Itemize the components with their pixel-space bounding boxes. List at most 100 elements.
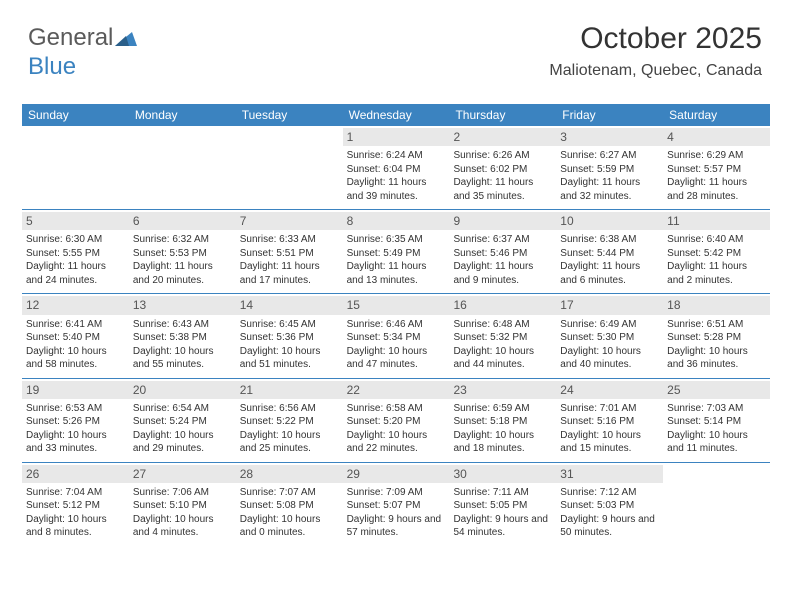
day-cell: 25Sunrise: 7:03 AMSunset: 5:14 PMDayligh… — [663, 379, 770, 462]
sunset-text: Sunset: 5:36 PM — [240, 331, 339, 345]
sunset-text: Sunset: 5:07 PM — [347, 499, 446, 513]
sunrise-text: Sunrise: 7:06 AM — [133, 486, 232, 500]
sunrise-text: Sunrise: 7:07 AM — [240, 486, 339, 500]
sunrise-text: Sunrise: 6:24 AM — [347, 149, 446, 163]
daylight-text: Daylight: 10 hours and 4 minutes. — [133, 513, 232, 540]
sunrise-text: Sunrise: 6:54 AM — [133, 402, 232, 416]
sunrise-text: Sunrise: 7:01 AM — [560, 402, 659, 416]
daylight-text: Daylight: 11 hours and 39 minutes. — [347, 176, 446, 203]
sunrise-text: Sunrise: 6:29 AM — [667, 149, 766, 163]
day-cell: 30Sunrise: 7:11 AMSunset: 5:05 PMDayligh… — [449, 463, 556, 546]
day-number: 22 — [343, 381, 450, 399]
daylight-text: Daylight: 10 hours and 33 minutes. — [26, 429, 125, 456]
day-cell: 19Sunrise: 6:53 AMSunset: 5:26 PMDayligh… — [22, 379, 129, 462]
sunset-text: Sunset: 5:03 PM — [560, 499, 659, 513]
sunrise-text: Sunrise: 6:58 AM — [347, 402, 446, 416]
day-number: 27 — [129, 465, 236, 483]
daylight-text: Daylight: 9 hours and 54 minutes. — [453, 513, 552, 540]
sunrise-text: Sunrise: 7:09 AM — [347, 486, 446, 500]
sunrise-text: Sunrise: 6:27 AM — [560, 149, 659, 163]
day-number: 15 — [343, 296, 450, 314]
sunrise-text: Sunrise: 6:59 AM — [453, 402, 552, 416]
sunset-text: Sunset: 5:55 PM — [26, 247, 125, 261]
day-cell: 10 Sunrise: 6:38 AMSunset: 5:44 PMDayligh… — [556, 210, 663, 293]
daylight-text: Daylight: 10 hours and 0 minutes. — [240, 513, 339, 540]
daylight-text: Daylight: 10 hours and 40 minutes. — [560, 345, 659, 372]
sunset-text: Sunset: 5:20 PM — [347, 415, 446, 429]
daylight-text: Daylight: 10 hours and 44 minutes. — [453, 345, 552, 372]
day-number: 7 — [236, 212, 343, 230]
day-cell: 17Sunrise: 6:49 AMSunset: 5:30 PMDayligh… — [556, 294, 663, 377]
sunrise-text: Sunrise: 6:40 AM — [667, 233, 766, 247]
daylight-text: Daylight: 10 hours and 18 minutes. — [453, 429, 552, 456]
day-cell: 23 Sunrise: 6:59 AMSunset: 5:18 PMDayligh… — [449, 379, 556, 462]
day-cell: 5Sunrise: 6:30 AMSunset: 5:55 PMDaylight… — [22, 210, 129, 293]
sunset-text: Sunset: 5:40 PM — [26, 331, 125, 345]
sunrise-text: Sunrise: 7:11 AM — [453, 486, 552, 500]
sunrise-text: Sunrise: 6:38 AM — [560, 233, 659, 247]
day-cell: 14Sunrise: 6:45 AMSunset: 5:36 PMDayligh… — [236, 294, 343, 377]
calendar-grid: SundayMondayTuesdayWednesdayThursdayFrid… — [22, 104, 770, 546]
sunset-text: Sunset: 5:05 PM — [453, 499, 552, 513]
day-number: 10 — [556, 212, 663, 230]
day-number: 12 — [22, 296, 129, 314]
logo-text-2: Blue — [28, 53, 76, 80]
day-header: Monday — [129, 104, 236, 126]
day-cell: 4Sunrise: 6:29 AMSunset: 5:57 PMDaylight… — [663, 126, 770, 209]
week-row: 5Sunrise: 6:30 AMSunset: 5:55 PMDaylight… — [22, 209, 770, 293]
sunset-text: Sunset: 5:34 PM — [347, 331, 446, 345]
sunset-text: Sunset: 5:44 PM — [560, 247, 659, 261]
daylight-text: Daylight: 11 hours and 6 minutes. — [560, 260, 659, 287]
sunset-text: Sunset: 5:30 PM — [560, 331, 659, 345]
day-header: Saturday — [663, 104, 770, 126]
daylight-text: Daylight: 10 hours and 55 minutes. — [133, 345, 232, 372]
day-number: 4 — [663, 128, 770, 146]
day-number: 29 — [343, 465, 450, 483]
sunset-text: Sunset: 5:10 PM — [133, 499, 232, 513]
day-header: Tuesday — [236, 104, 343, 126]
day-cell: 16Sunrise: 6:48 AMSunset: 5:32 PMDayligh… — [449, 294, 556, 377]
day-header: Friday — [556, 104, 663, 126]
sunrise-text: Sunrise: 6:37 AM — [453, 233, 552, 247]
sunrise-text: Sunrise: 6:56 AM — [240, 402, 339, 416]
sunset-text: Sunset: 5:38 PM — [133, 331, 232, 345]
day-cell: 29Sunrise: 7:09 AMSunset: 5:07 PMDayligh… — [343, 463, 450, 546]
sunrise-text: Sunrise: 6:45 AM — [240, 318, 339, 332]
day-number: 6 — [129, 212, 236, 230]
sunset-text: Sunset: 5:22 PM — [240, 415, 339, 429]
day-number: 2 — [449, 128, 556, 146]
day-cell: 24Sunrise: 7:01 AMSunset: 5:16 PMDayligh… — [556, 379, 663, 462]
day-number: 1 — [343, 128, 450, 146]
sunset-text: Sunset: 5:49 PM — [347, 247, 446, 261]
sunrise-text: Sunrise: 7:04 AM — [26, 486, 125, 500]
logo-triangle-icon — [115, 25, 137, 53]
day-cell: 6Sunrise: 6:32 AMSunset: 5:53 PMDaylight… — [129, 210, 236, 293]
day-number: 9 — [449, 212, 556, 230]
daylight-text: Daylight: 10 hours and 22 minutes. — [347, 429, 446, 456]
sunset-text: Sunset: 5:18 PM — [453, 415, 552, 429]
day-number: 20 — [129, 381, 236, 399]
sunrise-text: Sunrise: 6:48 AM — [453, 318, 552, 332]
daylight-text: Daylight: 11 hours and 32 minutes. — [560, 176, 659, 203]
daylight-text: Daylight: 10 hours and 51 minutes. — [240, 345, 339, 372]
day-number: 23 — [449, 381, 556, 399]
day-number: 25 — [663, 381, 770, 399]
day-cell: 26Sunrise: 7:04 AMSunset: 5:12 PMDayligh… — [22, 463, 129, 546]
month-title: October 2025 — [549, 22, 762, 56]
day-cell — [129, 126, 236, 209]
day-cell: 18Sunrise: 6:51 AMSunset: 5:28 PMDayligh… — [663, 294, 770, 377]
location-text: Maliotenam, Quebec, Canada — [549, 62, 762, 80]
day-number: 19 — [22, 381, 129, 399]
day-cell: 7Sunrise: 6:33 AMSunset: 5:51 PMDaylight… — [236, 210, 343, 293]
daylight-text: Daylight: 10 hours and 8 minutes. — [26, 513, 125, 540]
sunset-text: Sunset: 5:46 PM — [453, 247, 552, 261]
sunrise-text: Sunrise: 6:49 AM — [560, 318, 659, 332]
sunset-text: Sunset: 6:04 PM — [347, 163, 446, 177]
day-cell: 3Sunrise: 6:27 AMSunset: 5:59 PMDaylight… — [556, 126, 663, 209]
day-number: 24 — [556, 381, 663, 399]
sunset-text: Sunset: 5:14 PM — [667, 415, 766, 429]
daylight-text: Daylight: 10 hours and 58 minutes. — [26, 345, 125, 372]
sunset-text: Sunset: 5:32 PM — [453, 331, 552, 345]
day-cell: 1 Sunrise: 6:24 AMSunset: 6:04 PMDaylight… — [343, 126, 450, 209]
sunrise-text: Sunrise: 6:33 AM — [240, 233, 339, 247]
